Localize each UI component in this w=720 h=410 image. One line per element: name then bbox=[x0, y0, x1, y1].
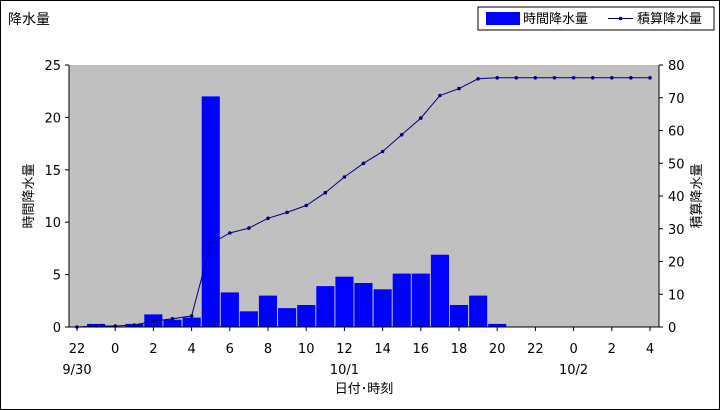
bar bbox=[297, 305, 316, 327]
line-point bbox=[323, 190, 328, 195]
legend-bar-label: 時間降水量 bbox=[523, 12, 588, 27]
bar bbox=[335, 276, 354, 327]
line-point bbox=[419, 116, 423, 120]
bar bbox=[469, 295, 488, 327]
line-point bbox=[629, 76, 633, 80]
x-tick-label: 6 bbox=[226, 342, 234, 357]
x-tick-label: 0 bbox=[111, 342, 119, 357]
line-point bbox=[228, 231, 232, 235]
bar bbox=[488, 323, 507, 327]
right-tick-label: 60 bbox=[668, 125, 685, 140]
x-tick-label: 22 bbox=[69, 342, 86, 357]
x-tick-label: 2 bbox=[149, 342, 157, 357]
chart-title: 降水量 bbox=[8, 12, 50, 28]
x-tick-label: 0 bbox=[569, 342, 577, 357]
bar bbox=[354, 283, 373, 327]
right-tick-label: 10 bbox=[668, 288, 685, 303]
left-axis-ticks: 0 5 10 15 20 25 bbox=[44, 59, 69, 336]
x-tick-label: 20 bbox=[489, 342, 506, 357]
right-tick-label: 0 bbox=[668, 321, 676, 336]
legend-line-marker bbox=[618, 16, 623, 21]
bar bbox=[258, 295, 277, 327]
line-point bbox=[648, 76, 652, 80]
line-point bbox=[514, 76, 519, 80]
left-tick-label: 20 bbox=[44, 111, 61, 126]
bar bbox=[239, 311, 258, 327]
x-tick-label: 2 bbox=[608, 342, 616, 357]
date-label: 10/2 bbox=[559, 363, 588, 378]
left-tick-label: 15 bbox=[44, 164, 61, 179]
line-point bbox=[189, 314, 194, 318]
bar bbox=[411, 273, 430, 327]
line-point bbox=[438, 93, 442, 98]
right-tick-label: 30 bbox=[668, 223, 685, 238]
bar bbox=[201, 96, 220, 328]
line-point bbox=[495, 76, 500, 80]
bar bbox=[430, 254, 449, 327]
line-point bbox=[247, 226, 251, 230]
right-axis-title: 積算降水量 bbox=[690, 163, 705, 228]
x-tick-label: 18 bbox=[451, 342, 468, 357]
line-point bbox=[380, 149, 385, 154]
left-tick-label: 10 bbox=[44, 216, 61, 231]
bar bbox=[316, 286, 335, 327]
line-point bbox=[476, 77, 480, 81]
x-tick-label: 4 bbox=[187, 342, 195, 357]
right-tick-label: 70 bbox=[668, 92, 685, 107]
bar bbox=[163, 319, 182, 327]
right-tick-label: 50 bbox=[668, 157, 685, 172]
line-series bbox=[75, 76, 652, 329]
x-tick-label: 8 bbox=[264, 342, 272, 357]
left-tick-label: 5 bbox=[53, 269, 61, 284]
bar bbox=[449, 305, 468, 327]
x-axis-title: 日付･時刻 bbox=[335, 382, 394, 397]
line-point bbox=[170, 317, 175, 321]
left-axis-title: 時間降水量 bbox=[22, 163, 37, 228]
right-tick-label: 40 bbox=[668, 190, 685, 205]
line-point bbox=[342, 175, 347, 179]
line-point bbox=[590, 76, 595, 80]
line-point bbox=[552, 76, 557, 80]
line-point bbox=[132, 323, 137, 327]
right-axis-ticks: 0 10 20 30 40 50 60 70 80 bbox=[659, 59, 685, 336]
left-tick-label: 0 bbox=[53, 321, 61, 336]
line-point bbox=[533, 76, 538, 80]
bar bbox=[220, 292, 239, 327]
bar-series bbox=[87, 96, 507, 328]
line-point bbox=[610, 76, 614, 80]
right-tick-label: 20 bbox=[668, 256, 685, 271]
line-point bbox=[304, 203, 309, 208]
bar bbox=[182, 317, 201, 327]
date-label: 9/30 bbox=[62, 363, 91, 378]
bar bbox=[373, 289, 392, 327]
legend: 時間降水量 積算降水量 bbox=[477, 6, 715, 31]
line-point bbox=[457, 86, 461, 91]
x-tick-label: 10 bbox=[298, 342, 315, 357]
date-label: 10/1 bbox=[330, 363, 359, 378]
x-axis-ticks: 22 0 2 4 6 8 10 12 14 16 18 20 22 0 2 4 9/30 10/1 10/2 bbox=[62, 327, 654, 378]
right-tick-label: 80 bbox=[668, 59, 685, 74]
x-tick-label: 4 bbox=[646, 342, 654, 357]
left-tick-label: 25 bbox=[44, 59, 61, 74]
line-point bbox=[361, 161, 366, 166]
x-tick-label: 12 bbox=[336, 342, 353, 357]
line-point bbox=[285, 210, 289, 215]
line-point bbox=[151, 319, 156, 323]
line-point bbox=[208, 242, 213, 246]
line-point bbox=[571, 76, 576, 80]
legend-line-label: 積算降水量 bbox=[637, 12, 702, 27]
legend-box bbox=[477, 6, 715, 31]
bar bbox=[278, 308, 297, 327]
legend-bar-swatch bbox=[486, 12, 520, 25]
x-tick-label: 14 bbox=[374, 342, 391, 357]
line-point bbox=[399, 133, 404, 137]
x-tick-label: 22 bbox=[527, 342, 544, 357]
x-tick-label: 16 bbox=[413, 342, 430, 357]
line-point bbox=[266, 216, 270, 221]
bar bbox=[392, 273, 411, 327]
